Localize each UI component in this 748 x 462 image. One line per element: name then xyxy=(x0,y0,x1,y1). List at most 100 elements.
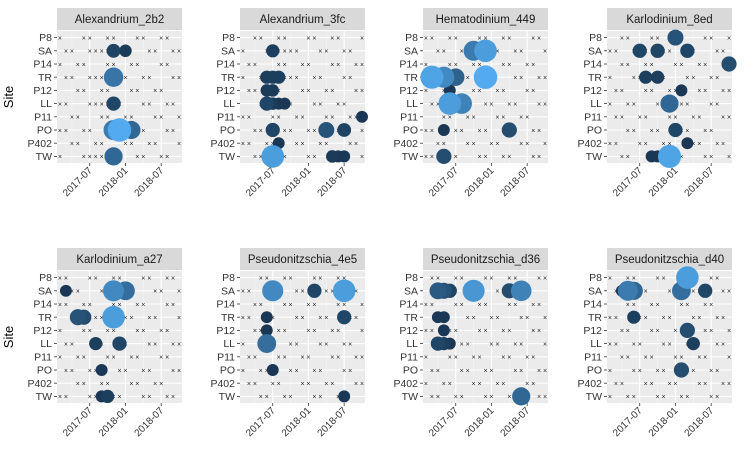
absent-marker: × xyxy=(342,341,346,348)
absent-marker: × xyxy=(241,315,245,322)
absent-marker: × xyxy=(360,302,364,309)
absent-marker: × xyxy=(709,154,713,161)
absent-marker: × xyxy=(112,302,116,309)
absent-marker: × xyxy=(436,275,440,282)
data-point xyxy=(100,389,115,404)
absent-marker: × xyxy=(165,128,169,135)
facet-strip xyxy=(607,8,732,30)
y-tick-label: PO xyxy=(37,125,52,137)
y-tick-label: TR xyxy=(588,72,602,84)
absent-marker: × xyxy=(64,128,68,135)
absent-marker: × xyxy=(483,101,487,108)
absent-marker: × xyxy=(650,128,654,135)
absent-marker: × xyxy=(709,275,713,282)
y-tick-label: SA xyxy=(404,285,418,297)
absent-marker: × xyxy=(330,355,334,362)
absent-marker: × xyxy=(253,154,257,161)
absent-marker: × xyxy=(460,341,464,348)
x-tick-label: 2018-07 xyxy=(683,165,717,199)
absent-marker: × xyxy=(106,328,110,335)
absent-marker: × xyxy=(632,341,636,348)
absent-marker: × xyxy=(626,154,630,161)
absent-marker: × xyxy=(727,35,731,42)
data-point xyxy=(95,364,108,376)
absent-marker: × xyxy=(306,355,310,362)
y-tick-label: P14 xyxy=(583,299,602,311)
y-tick-label: TR xyxy=(221,312,235,324)
absent-marker: × xyxy=(123,368,127,375)
y-tick-label: LL xyxy=(590,338,602,350)
absent-marker: × xyxy=(306,302,310,309)
absent-marker: × xyxy=(638,141,642,148)
facet-title: Alexandrium_3fc xyxy=(260,14,346,26)
absent-marker: × xyxy=(354,62,358,69)
absent-marker: × xyxy=(543,315,547,322)
facet-title: Alexandrium_2b2 xyxy=(75,14,165,26)
x-tick-label: 2018-07 xyxy=(683,405,717,439)
absent-marker: × xyxy=(88,75,92,82)
data-point xyxy=(436,148,452,164)
data-point xyxy=(675,84,688,97)
absent-marker: × xyxy=(638,115,642,122)
absent-marker: × xyxy=(650,328,654,335)
absent-marker: × xyxy=(306,35,310,42)
absent-marker: × xyxy=(513,368,517,375)
y-tick-label: P11 xyxy=(217,111,235,123)
data-point xyxy=(673,362,690,378)
absent-marker: × xyxy=(442,115,446,122)
absent-marker: × xyxy=(489,315,493,322)
facet-title: Pseudonitzschia_d40 xyxy=(615,254,724,266)
absent-marker: × xyxy=(324,88,328,95)
facet-strip xyxy=(423,248,548,270)
absent-marker: × xyxy=(283,355,287,362)
absent-marker: × xyxy=(454,128,458,135)
absent-marker: × xyxy=(495,381,499,388)
absent-marker: × xyxy=(318,368,322,375)
facet-title: Karlodinium_8ed xyxy=(626,14,712,26)
y-tick-label: P12 xyxy=(216,85,235,97)
absent-marker: × xyxy=(424,154,428,161)
absent-marker: × xyxy=(253,88,257,95)
absent-marker: × xyxy=(614,315,618,322)
absent-marker: × xyxy=(620,35,624,42)
absent-marker: × xyxy=(259,302,263,309)
absent-marker: × xyxy=(289,275,293,282)
absent-marker: × xyxy=(697,381,701,388)
absent-marker: × xyxy=(709,368,713,375)
absent-marker: × xyxy=(662,315,666,322)
absent-marker: × xyxy=(58,35,62,42)
absent-marker: × xyxy=(430,368,434,375)
absent-marker: × xyxy=(472,62,476,69)
absent-marker: × xyxy=(620,154,624,161)
absent-marker: × xyxy=(507,35,511,42)
absent-marker: × xyxy=(608,275,612,282)
data-point xyxy=(679,322,695,338)
absent-marker: × xyxy=(626,275,630,282)
absent-marker: × xyxy=(348,115,352,122)
absent-marker: × xyxy=(620,88,624,95)
y-tick-label: PO xyxy=(403,125,418,137)
absent-marker: × xyxy=(454,302,458,309)
absent-marker: × xyxy=(171,49,175,56)
absent-marker: × xyxy=(259,328,263,335)
absent-marker: × xyxy=(106,381,110,388)
absent-marker: × xyxy=(721,341,725,348)
y-tick-label: P11 xyxy=(584,111,602,123)
absent-marker: × xyxy=(76,115,80,122)
absent-marker: × xyxy=(483,35,487,42)
absent-marker: × xyxy=(318,49,322,56)
facet-title: Karlodinium_a27 xyxy=(76,254,162,266)
absent-marker: × xyxy=(141,101,145,108)
data-point xyxy=(337,123,352,137)
absent-marker: × xyxy=(165,394,169,401)
absent-marker: × xyxy=(336,394,340,401)
absent-marker: × xyxy=(644,62,648,69)
absent-marker: × xyxy=(448,328,452,335)
absent-marker: × xyxy=(685,128,689,135)
absent-marker: × xyxy=(94,141,98,148)
data-point xyxy=(473,65,498,89)
x-tick-label: 2017-07 xyxy=(427,405,461,439)
absent-marker: × xyxy=(354,355,358,362)
absent-marker: × xyxy=(348,341,352,348)
